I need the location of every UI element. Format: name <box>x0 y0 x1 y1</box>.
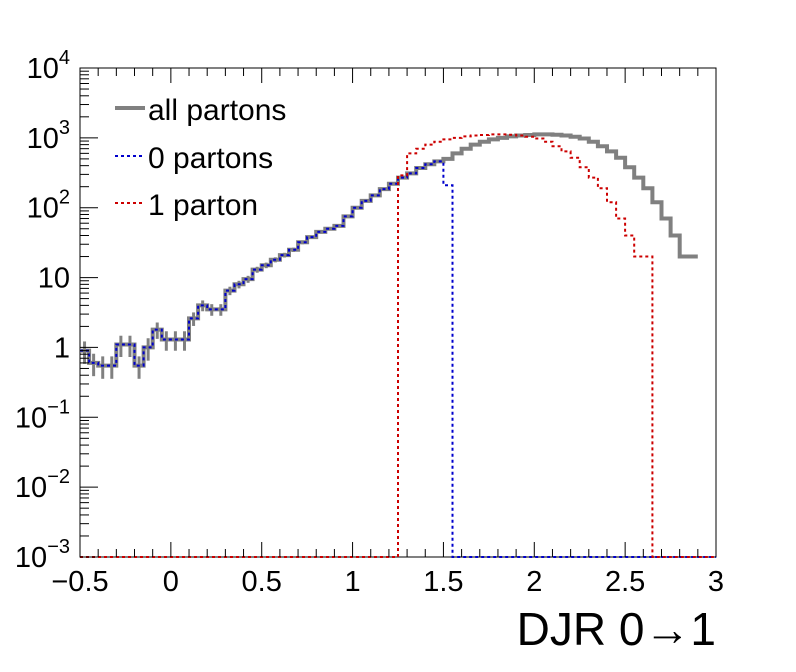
legend-label: 1 parton <box>148 189 258 222</box>
y-tick-label: 102 <box>27 187 70 225</box>
legend-entry-all-partons: all partons <box>115 94 286 127</box>
y-tick-label: 10 <box>38 263 70 295</box>
legend-label: 0 partons <box>148 142 273 175</box>
legend: all partons 0 partons 1 parton <box>115 94 286 222</box>
y-tick-label: 10−1 <box>15 396 70 434</box>
series-layer <box>80 132 716 558</box>
x-tick-label: 0 <box>163 566 179 598</box>
x-tick-labels: −0.5 0 0.5 1 1.5 2 2.5 3 <box>51 566 724 598</box>
x-tick-label: 1.5 <box>423 566 463 598</box>
y-tick-label: 10−2 <box>15 466 70 504</box>
y-tick-label: 1 <box>54 332 70 364</box>
x-tick-label: 2 <box>526 566 542 598</box>
series-1-parton-line <box>80 133 716 558</box>
x-tick-label: 2.5 <box>605 566 645 598</box>
legend-entry-0-partons: 0 partons <box>115 142 273 175</box>
series-all-partons-error-bars <box>83 183 395 379</box>
y-tick-label: 103 <box>27 117 70 155</box>
legend-label: all partons <box>148 94 286 127</box>
y-tick-label: 10−3 <box>15 536 70 574</box>
x-tick-label: 1 <box>345 566 361 598</box>
x-tick-label: 3 <box>708 566 724 598</box>
x-tick-label: 0.5 <box>242 566 282 598</box>
legend-entry-1-parton: 1 parton <box>115 189 258 222</box>
axis-ticks <box>79 67 717 558</box>
series-0-partons-line <box>80 160 716 558</box>
x-axis-title: DJR 0→1 <box>517 603 716 655</box>
y-tick-labels: 10−3 10−2 10−1 1 10 102 103 104 <box>15 47 70 574</box>
y-tick-label: 104 <box>27 47 70 85</box>
x-tick-label: −0.5 <box>51 566 108 598</box>
